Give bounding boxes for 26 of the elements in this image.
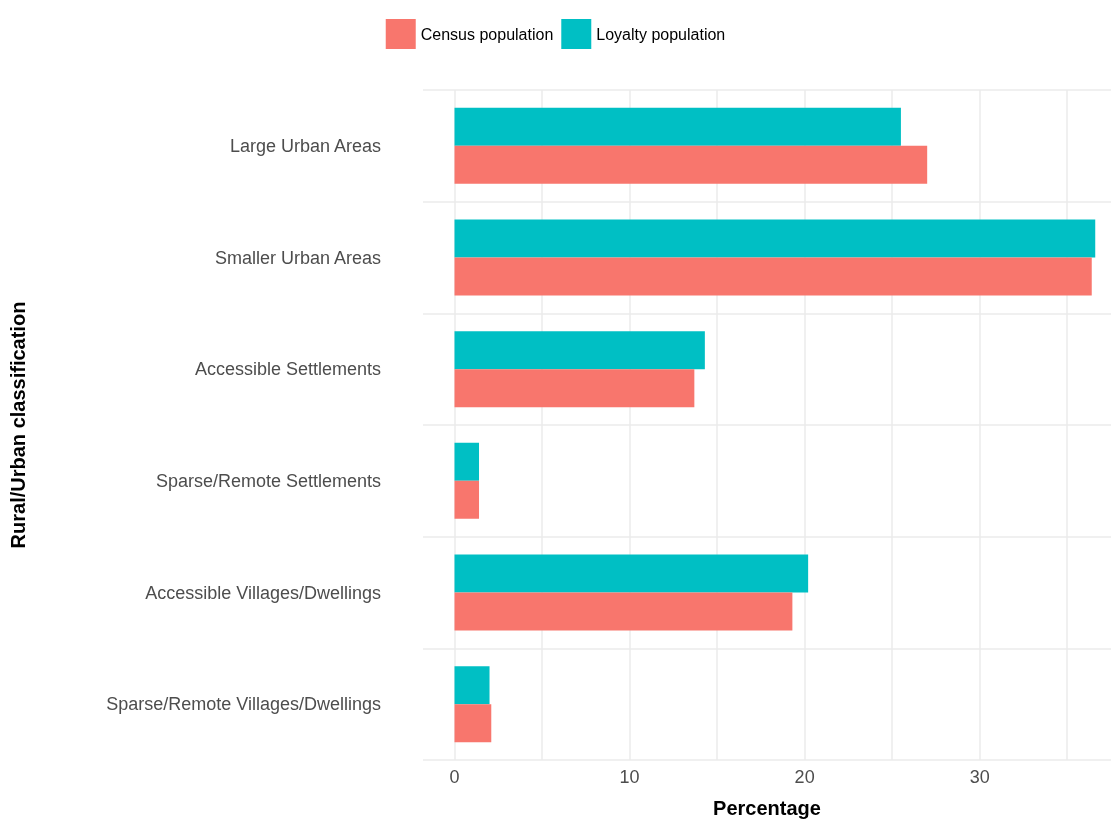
bar <box>454 107 901 146</box>
x-tick-label: 20 <box>794 767 815 787</box>
bar <box>454 592 793 631</box>
x-tick-label: 0 <box>449 767 460 787</box>
y-tick-label: Accessible Villages/Dwellings <box>145 582 381 603</box>
bar <box>454 257 1092 296</box>
bar <box>454 480 480 519</box>
bar <box>454 369 695 408</box>
y-tick-label: Large Urban Areas <box>229 135 381 156</box>
bar <box>454 554 809 593</box>
bar <box>454 219 1096 258</box>
x-tick-label: 30 <box>969 767 990 787</box>
y-tick-label: Sparse/Remote Villages/Dwellings <box>106 694 381 715</box>
y-tick-label: Accessible Settlements <box>194 359 381 380</box>
bar <box>454 666 490 705</box>
bar <box>454 331 705 370</box>
y-tick-label: Smaller Urban Areas <box>214 247 381 268</box>
bar <box>454 145 928 184</box>
legend-label: Census population <box>420 25 554 43</box>
bar <box>454 704 492 743</box>
y-axis-title: Rural/Urban classification <box>7 301 29 549</box>
legend-label: Loyalty population <box>596 25 726 43</box>
bar <box>454 442 480 481</box>
y-tick-label: Sparse/Remote Settlements <box>155 470 381 491</box>
x-axis-title: Percentage <box>713 797 821 819</box>
x-tick-label: 10 <box>619 767 640 787</box>
